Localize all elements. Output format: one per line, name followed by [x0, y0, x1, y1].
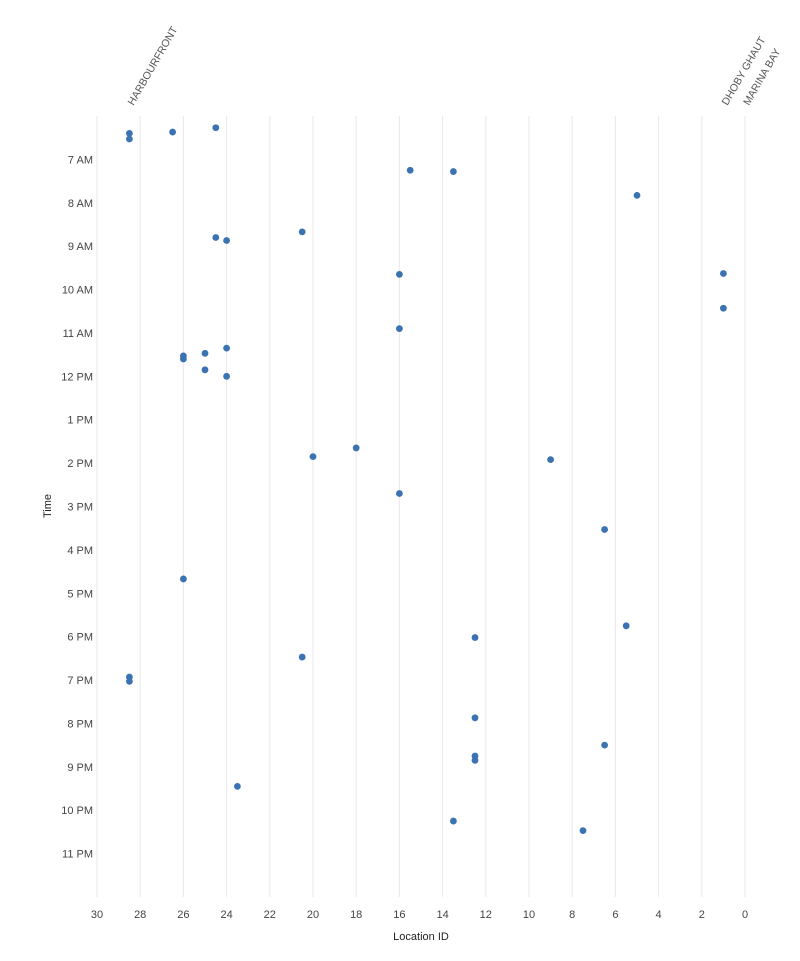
y-axis-ticks: 7 AM 8 AM 9 AM 10 AM 11 AM 12 PM 1 PM 2 PM 3 PM 4… — [61, 154, 93, 860]
data-point — [471, 714, 479, 722]
data-point — [223, 344, 231, 352]
x-tick-label: 2 — [699, 909, 705, 921]
y-tick-label: 9 PM — [67, 762, 93, 774]
data-point — [125, 677, 133, 685]
data-point — [352, 444, 360, 452]
data-point — [201, 349, 209, 357]
x-tick-label: 24 — [220, 909, 232, 921]
x-tick-label: 16 — [393, 909, 405, 921]
y-tick-label: 12 PM — [61, 371, 93, 383]
data-point — [212, 234, 220, 241]
y-tick-label: 11 PM — [62, 849, 93, 861]
data-point — [223, 237, 231, 244]
data-point — [396, 270, 403, 278]
x-tick-label: 12 — [480, 909, 492, 921]
y-tick-label: 6 PM — [67, 632, 93, 644]
data-point — [633, 192, 641, 199]
data-point — [406, 166, 414, 174]
x-axis-ticks: 30 28 26 24 22 20 18 16 14 12 10 8 6 4 2 0 — [91, 909, 748, 921]
data-point — [601, 526, 608, 533]
x-tick-label: 8 — [569, 909, 575, 921]
data-point — [180, 575, 187, 583]
station-label: HARBOURFRONT — [126, 24, 181, 107]
x-tick-label: 6 — [612, 909, 618, 921]
y-tick-label: 7 PM — [67, 675, 93, 687]
y-tick-label: 5 PM — [67, 588, 93, 600]
y-tick-label: 3 PM — [67, 502, 93, 514]
data-points — [125, 124, 727, 835]
data-point — [201, 366, 209, 374]
data-point — [180, 355, 187, 363]
data-point — [547, 456, 554, 464]
y-tick-label: 9 AM — [68, 241, 93, 253]
y-tick-label: 10 PM — [61, 805, 93, 817]
data-point — [622, 622, 630, 630]
data-point — [471, 756, 479, 764]
data-point — [450, 168, 457, 175]
x-tick-label: 26 — [177, 909, 189, 921]
y-tick-label: 8 PM — [67, 718, 93, 730]
data-point — [396, 490, 403, 497]
x-tick-label: 0 — [742, 909, 748, 921]
y-tick-label: 2 PM — [67, 458, 93, 470]
data-point — [309, 453, 317, 461]
x-axis-title: Location ID — [393, 931, 449, 943]
x-tick-label: 18 — [350, 909, 362, 921]
data-point — [223, 372, 231, 380]
y-axis-title: Time — [42, 494, 54, 518]
data-point — [298, 653, 306, 661]
data-point — [212, 124, 220, 132]
data-point — [125, 135, 133, 143]
y-tick-label: 1 PM — [67, 415, 93, 427]
data-point — [234, 782, 241, 790]
data-point — [125, 129, 133, 137]
data-point — [579, 827, 587, 835]
y-tick-label: 8 AM — [68, 198, 93, 210]
x-tick-label: 20 — [307, 909, 319, 921]
x-tick-label: 30 — [91, 909, 103, 921]
data-point — [450, 817, 457, 825]
x-tick-label: 28 — [134, 909, 146, 921]
x-tick-label: 22 — [264, 909, 276, 921]
data-point — [720, 304, 727, 312]
y-tick-label: 10 AM — [62, 285, 93, 297]
data-point — [471, 634, 479, 641]
y-tick-label: 11 AM — [63, 328, 93, 340]
y-tick-label: 4 PM — [67, 545, 93, 557]
data-point — [396, 325, 403, 333]
data-point — [169, 128, 177, 136]
x-tick-label: 10 — [523, 909, 535, 921]
data-point — [298, 228, 306, 236]
data-point — [601, 741, 608, 749]
x-tick-label: 14 — [436, 909, 448, 921]
grid-lines — [96, 116, 746, 897]
y-tick-label: 7 AM — [68, 154, 93, 166]
data-point — [720, 270, 727, 277]
x-tick-label: 4 — [656, 909, 662, 921]
